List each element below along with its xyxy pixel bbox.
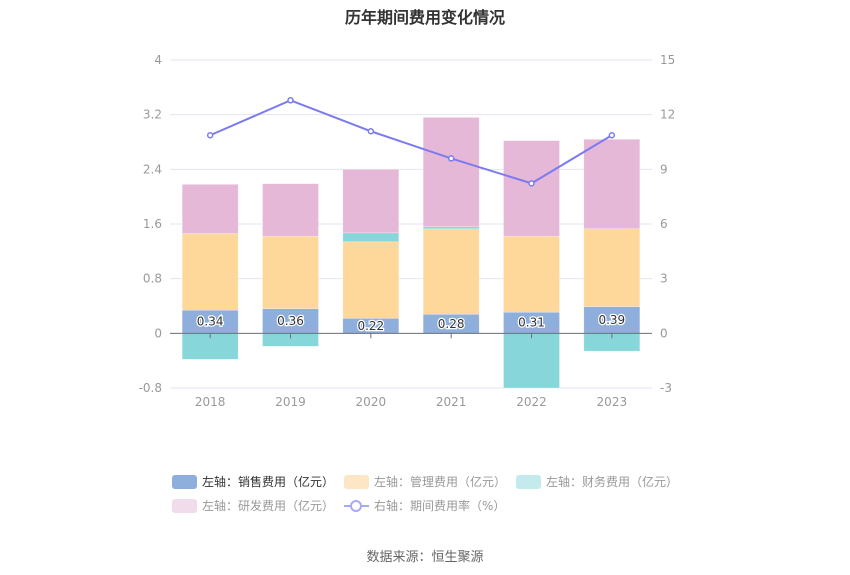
- rate-line: [206, 97, 616, 187]
- legend-label: 左轴：财务费用（亿元）: [546, 475, 679, 489]
- admin-bar: [342, 241, 400, 319]
- rate-point: [287, 97, 294, 104]
- rd-bar: [262, 183, 319, 237]
- admin-bar: [583, 228, 641, 307]
- left-axis-ticks: 4 3.2 2.4 1.6 0.8 0 -0.8: [139, 53, 162, 395]
- rate-point: [608, 132, 616, 139]
- legend-item-admin[interactable]: 左轴：管理费用（亿元）: [344, 473, 506, 490]
- x-tick-label: 2021: [436, 395, 467, 409]
- rate-point: [206, 132, 214, 139]
- x-tick-label: 2019: [275, 395, 306, 409]
- legend-label: 左轴：销售费用（亿元）: [202, 475, 335, 489]
- bar-value-label: 0.31: [518, 316, 545, 330]
- left-tick-label: 0: [154, 326, 162, 340]
- legend-swatch-rd: [172, 498, 197, 513]
- finance-bar: [503, 333, 560, 389]
- legend-line-circle-icon: [344, 499, 369, 513]
- legend-swatch-finance: [516, 474, 541, 489]
- rd-bar: [583, 139, 641, 230]
- legend-item-finance[interactable]: 左轴：财务费用（亿元）: [516, 473, 678, 490]
- admin-bar: [503, 236, 560, 313]
- left-tick-label: 1.6: [143, 217, 162, 231]
- left-tick-label: 4: [154, 53, 162, 67]
- admin-bar: [181, 233, 239, 311]
- legend-swatch-sales: [172, 474, 197, 489]
- right-tick-label: -3: [660, 381, 672, 395]
- bar-value-label: 0.22: [357, 319, 384, 333]
- right-tick-label: 15: [660, 53, 675, 67]
- right-tick-label: 3: [660, 272, 668, 286]
- rate-point: [367, 127, 375, 135]
- sales-bar: [583, 306, 641, 334]
- finance-bar: [342, 232, 400, 243]
- rate-point: [528, 180, 535, 187]
- left-tick-label: 3.2: [143, 108, 162, 122]
- x-axis-ticks: 2018 2019 2020 2021 2022 2023: [195, 333, 627, 409]
- bar-labels: 0.34 0.36 0.22 0.28 0.31 0.39: [196, 312, 627, 334]
- rd-bar: [422, 117, 480, 227]
- legend-label: 右轴：期间费用率（%）: [374, 499, 506, 513]
- left-tick-label: -0.8: [139, 381, 162, 395]
- admin-bar: [262, 236, 319, 309]
- x-tick-label: 2022: [516, 395, 547, 409]
- left-tick-label: 0.8: [143, 272, 162, 286]
- legend-item-rate[interactable]: 右轴：期间费用率（%）: [344, 497, 505, 514]
- rd-bar: [342, 169, 400, 234]
- finance-bar: [422, 226, 480, 230]
- chart-title: 历年期间费用变化情况: [344, 8, 505, 27]
- bar-value-label: 0.39: [598, 313, 625, 327]
- x-tick-label: 2020: [356, 395, 387, 409]
- grid-lines: [170, 59, 652, 389]
- rate-point: [447, 155, 455, 162]
- rd-bar: [181, 184, 239, 234]
- bar-value-label: 0.36: [277, 314, 304, 328]
- right-axis-ticks: 15 12 9 6 3 0 -3: [660, 53, 675, 395]
- legend-item-sales[interactable]: 左轴：销售费用（亿元）: [172, 473, 334, 490]
- bars: [181, 117, 641, 389]
- x-tick-label: 2023: [597, 395, 628, 409]
- bar-value-label: 0.28: [438, 317, 465, 331]
- x-tick-label: 2018: [195, 395, 226, 409]
- sales-bar: [262, 308, 319, 334]
- right-tick-label: 12: [660, 108, 675, 122]
- rd-bar: [503, 140, 560, 237]
- legend-label: 左轴：研发费用（亿元）: [202, 499, 335, 513]
- left-tick-label: 2.4: [143, 162, 162, 176]
- right-tick-label: 0: [660, 326, 668, 340]
- bar-value-label: 0.34: [197, 315, 224, 329]
- right-tick-label: 9: [660, 162, 668, 176]
- data-source: 数据来源：恒生聚源: [366, 550, 484, 565]
- legend-item-rd[interactable]: 左轴：研发费用（亿元）: [172, 497, 334, 514]
- rate-line-path: [209, 99, 613, 185]
- right-tick-label: 6: [660, 217, 668, 231]
- legend-swatch-admin: [344, 474, 369, 489]
- admin-bar: [422, 228, 480, 315]
- legend-label: 左轴：管理费用（亿元）: [374, 475, 507, 489]
